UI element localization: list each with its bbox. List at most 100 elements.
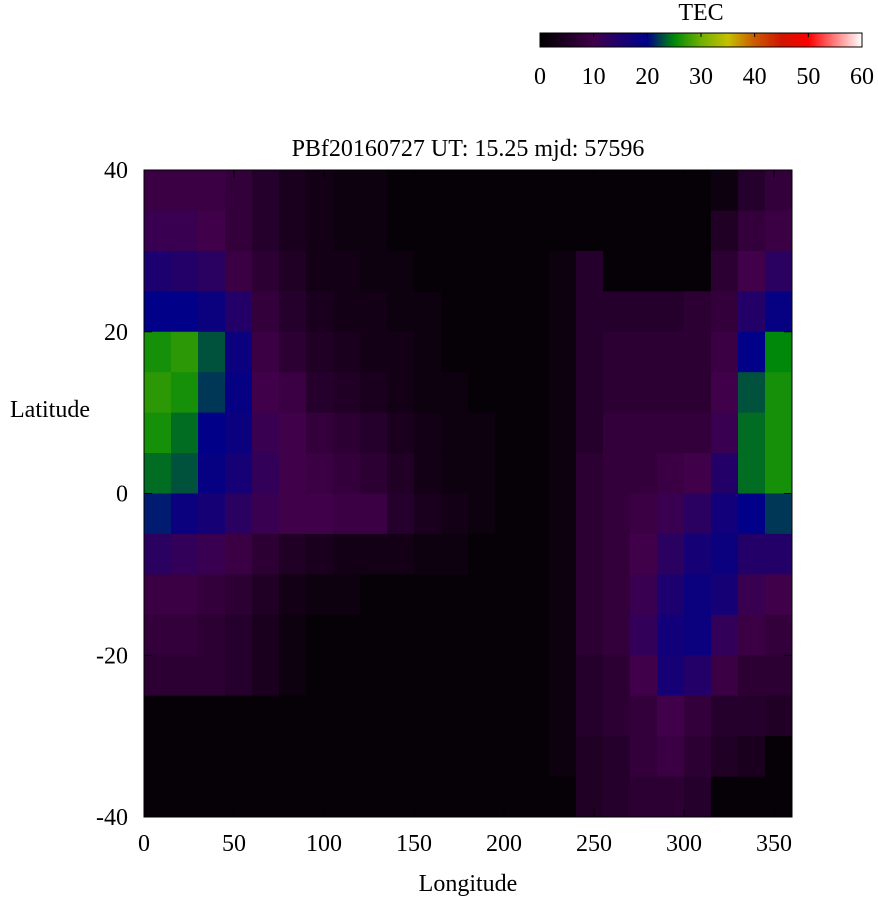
heatmap-cell — [387, 453, 415, 494]
heatmap-cell — [225, 412, 253, 454]
heatmap-cell — [603, 210, 631, 252]
heatmap-cell — [630, 412, 658, 454]
heatmap-cell — [387, 250, 415, 292]
heatmap-cell — [522, 493, 550, 535]
heatmap-cell — [171, 331, 199, 373]
y-tick-label: 20 — [104, 320, 128, 346]
x-tick-label: 200 — [486, 831, 522, 857]
heatmap-cell — [630, 170, 658, 211]
heatmap-cell — [144, 372, 172, 414]
heatmap-cell — [360, 210, 388, 252]
heatmap-cell — [603, 574, 631, 616]
heatmap-cell — [711, 291, 739, 333]
heatmap-cell — [711, 695, 739, 737]
heatmap-cell — [711, 331, 739, 373]
heatmap-cell — [360, 614, 388, 656]
heatmap-cell — [468, 291, 496, 333]
heatmap-cell — [495, 412, 523, 454]
heatmap-cell — [387, 614, 415, 656]
heatmap-cell — [684, 533, 712, 575]
heatmap-cell — [279, 695, 307, 737]
heatmap-cell — [360, 170, 388, 211]
heatmap-cell — [225, 736, 253, 778]
heatmap-cell — [603, 736, 631, 778]
heatmap-cell — [198, 170, 226, 211]
heatmap-cell — [441, 372, 469, 414]
heatmap-cell — [144, 655, 172, 697]
heatmap-cell — [441, 291, 469, 333]
heatmap-cell — [414, 655, 442, 697]
heatmap-cell — [657, 291, 685, 333]
heatmap-cell — [252, 574, 280, 616]
heatmap-cell — [225, 291, 253, 333]
heatmap-cell — [468, 331, 496, 373]
heatmap-cell — [333, 574, 361, 616]
heatmap-cell — [387, 776, 415, 818]
heatmap-cell — [198, 655, 226, 697]
heatmap-cell — [144, 331, 172, 373]
heatmap-cell — [144, 250, 172, 292]
heatmap-cell — [630, 655, 658, 697]
heatmap-cell — [576, 210, 604, 252]
heatmap-cell — [144, 533, 172, 575]
y-tick-label: -40 — [96, 805, 128, 831]
heatmap-cell — [360, 291, 388, 333]
heatmap-cell — [576, 533, 604, 575]
heatmap-cells — [144, 170, 793, 818]
heatmap-cell — [279, 453, 307, 494]
x-axis-ticks: 0 50 100 150 200 250 300 350 — [138, 170, 792, 857]
heatmap-cell — [387, 736, 415, 778]
heatmap-cell — [279, 493, 307, 535]
heatmap-cell — [738, 250, 766, 292]
heatmap-cell — [198, 614, 226, 656]
heatmap-cell — [360, 453, 388, 494]
heatmap-cell — [333, 331, 361, 373]
heatmap-cell — [603, 412, 631, 454]
heatmap-cell — [414, 776, 442, 818]
y-tick-label: 0 — [116, 482, 128, 508]
y-tick-label: -20 — [96, 643, 128, 669]
colorbar-tick-label: 30 — [689, 64, 713, 90]
heatmap-cell — [225, 493, 253, 535]
heatmap-cell — [198, 210, 226, 252]
heatmap-cell — [522, 170, 550, 211]
heatmap-cell — [495, 655, 523, 697]
heatmap-cell — [684, 614, 712, 656]
heatmap-cell — [765, 493, 793, 535]
heatmap-cell — [279, 776, 307, 818]
heatmap-cell — [333, 250, 361, 292]
colorbar-tick-label: 50 — [796, 64, 820, 90]
heatmap-cell — [333, 776, 361, 818]
heatmap-cell — [576, 331, 604, 373]
heatmap-cell — [360, 695, 388, 737]
heatmap-cell — [171, 655, 199, 697]
heatmap-cell — [738, 776, 766, 818]
heatmap-cell — [252, 372, 280, 414]
heatmap-cell — [171, 614, 199, 656]
heatmap-cell — [279, 655, 307, 697]
heatmap-cell — [522, 250, 550, 292]
heatmap-cell — [198, 250, 226, 292]
heatmap-cell — [495, 736, 523, 778]
heatmap-cell — [414, 574, 442, 616]
heatmap-cell — [738, 291, 766, 333]
heatmap-cell — [441, 533, 469, 575]
heatmap-cell — [495, 493, 523, 535]
heatmap-cell — [684, 776, 712, 818]
heatmap-cell — [387, 372, 415, 414]
heatmap-cell — [630, 291, 658, 333]
heatmap-cell — [252, 250, 280, 292]
heatmap-cell — [441, 453, 469, 494]
heatmap-cell — [252, 776, 280, 818]
heatmap-cell — [522, 655, 550, 697]
heatmap-cell — [306, 736, 334, 778]
heatmap-cell — [657, 655, 685, 697]
heatmap-cell — [306, 291, 334, 333]
heatmap-cell — [765, 170, 793, 211]
heatmap-cell — [198, 695, 226, 737]
heatmap-cell — [198, 412, 226, 454]
heatmap-cell — [711, 736, 739, 778]
heatmap-cell — [576, 655, 604, 697]
heatmap-cell — [306, 574, 334, 616]
heatmap-cell — [549, 776, 577, 818]
